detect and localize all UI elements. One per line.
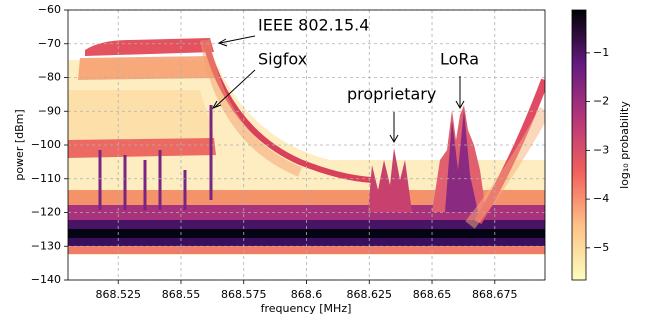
colorbar-tick-label: −5 [593, 241, 609, 254]
colorbar-tick-label: −2 [593, 95, 609, 108]
x-tick-label: 868.525 [95, 288, 141, 301]
y-tick-label: −120 [31, 206, 61, 219]
y-axis-title: power [dBm] [13, 109, 26, 180]
colorbar-tick-label: −3 [593, 143, 609, 156]
x-tick-label: 868.625 [347, 288, 393, 301]
y-tick-label: −60 [38, 3, 61, 16]
y-tick-label: −80 [38, 71, 61, 84]
annotation: IEEE 802.15.4 [258, 16, 369, 35]
colorbar [572, 10, 586, 280]
chart: 868.525 868.55 868.575 868.6 868.625 868.65 86… [0, 0, 645, 316]
y-tick-label: −110 [31, 172, 61, 185]
y-tick-label: −130 [31, 239, 61, 252]
colorbar-tick-label: −4 [593, 192, 609, 205]
colorbar-tick-label: −1 [593, 46, 609, 59]
colorbar-title: log₁₀ probability [618, 101, 631, 189]
x-tick-label: 868.6 [291, 288, 323, 301]
annotation: proprietary [347, 85, 436, 104]
y-tick-label: −70 [38, 37, 61, 50]
annotation: LoRa [440, 50, 479, 69]
annotation: Sigfox [258, 50, 307, 69]
x-tick-label: 868.575 [221, 288, 267, 301]
y-tick-label: −90 [38, 104, 61, 117]
x-axis-title: frequency [MHz] [261, 302, 352, 315]
x-tick-label: 868.65 [413, 288, 452, 301]
y-tick-label: −140 [31, 273, 61, 286]
y-tick-label: −100 [31, 138, 61, 151]
x-tick-label: 868.55 [162, 288, 201, 301]
x-tick-label: 868.675 [472, 288, 518, 301]
